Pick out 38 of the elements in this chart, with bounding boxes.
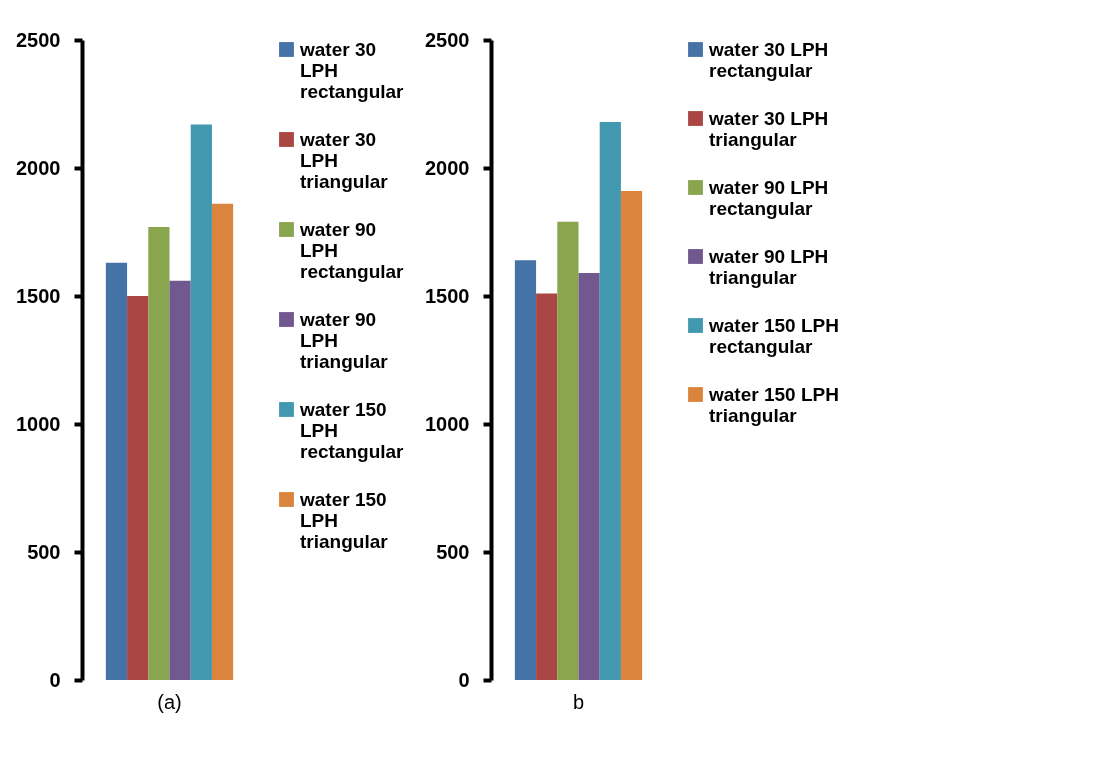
- bar: [514, 260, 537, 680]
- legend-label: water 90 LPH triangular: [299, 308, 389, 372]
- y-tick-label: 500: [436, 540, 470, 563]
- y-tick-label: 2000: [16, 156, 61, 179]
- legend-label: water 30 LPH rectangular: [299, 38, 405, 102]
- legend-label: water 150 LPH rectangular: [299, 398, 405, 462]
- y-tick-label: 2500: [425, 28, 470, 51]
- legend-label: water 150 LPH triangular: [299, 488, 389, 552]
- bar: [169, 280, 191, 680]
- bar: [536, 293, 558, 680]
- y-tick-label: 2000: [425, 156, 470, 179]
- y-tick-label: 1500: [425, 284, 470, 307]
- legend-label: water 30 LPH triangular: [299, 128, 389, 192]
- bar: [105, 262, 128, 680]
- bar: [557, 221, 579, 680]
- bar: [127, 296, 149, 680]
- legend-label: water 90 LPH triangular: [708, 245, 829, 288]
- bar: [578, 272, 600, 680]
- legend-label: water 90 LPH rectangular: [299, 218, 405, 282]
- legend-label: water 90 LPH rectangular: [708, 176, 829, 219]
- y-tick-label: 1000: [425, 412, 470, 435]
- x-tick-label: (a): [157, 690, 182, 713]
- y-tick-label: 500: [27, 540, 61, 563]
- bar: [620, 191, 643, 680]
- legend-label: water 30 LPH triangular: [708, 107, 829, 150]
- legend-label: water 150 LPH triangular: [708, 383, 839, 426]
- y-tick-label: 1000: [16, 412, 61, 435]
- y-tick-label: 0: [49, 668, 61, 691]
- y-tick-label: 2500: [16, 28, 61, 51]
- y-tick-label: 1500: [16, 284, 61, 307]
- legend-label: water 150 LPH rectangular: [708, 314, 839, 357]
- y-tick-label: 0: [458, 668, 470, 691]
- legend-label: water 30 LPH rectangular: [708, 38, 829, 81]
- bar: [211, 203, 234, 680]
- bar: [599, 121, 621, 680]
- bar: [148, 226, 170, 680]
- bar: [190, 124, 212, 680]
- x-tick-label: b: [572, 690, 585, 713]
